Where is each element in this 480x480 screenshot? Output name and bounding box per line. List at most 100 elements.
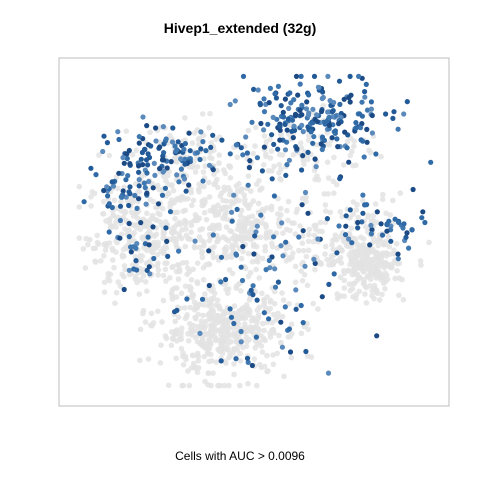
background-cell-point bbox=[290, 152, 297, 158]
active-cell-point bbox=[174, 172, 180, 178]
background-cell-point bbox=[322, 243, 329, 250]
background-cell-point bbox=[246, 220, 253, 226]
active-cell-point bbox=[314, 112, 320, 118]
background-cell-point bbox=[168, 290, 175, 297]
background-cell-point bbox=[171, 285, 178, 292]
background-cell-point bbox=[130, 222, 137, 229]
background-cell-point bbox=[155, 272, 161, 278]
background-cell-point bbox=[278, 339, 284, 346]
active-cell-point bbox=[227, 151, 233, 157]
background-cell-point bbox=[101, 253, 107, 259]
background-cell-point bbox=[258, 343, 265, 349]
active-cell-point bbox=[364, 107, 371, 113]
background-cell-point bbox=[233, 339, 240, 345]
background-cell-point bbox=[144, 210, 150, 217]
active-cell-point bbox=[266, 100, 272, 106]
background-cell-point bbox=[273, 230, 280, 236]
active-cell-point bbox=[286, 326, 292, 332]
active-cell-point bbox=[152, 172, 158, 178]
background-cell-point bbox=[113, 289, 120, 296]
background-cell-point bbox=[392, 275, 398, 282]
active-cell-point bbox=[318, 108, 325, 115]
active-cell-point bbox=[403, 234, 409, 240]
background-cell-point bbox=[195, 136, 202, 142]
background-cell-point bbox=[209, 155, 215, 162]
background-cell-point bbox=[106, 240, 113, 246]
background-cell-point bbox=[88, 203, 94, 209]
background-cell-point bbox=[418, 262, 424, 268]
active-cell-point bbox=[116, 136, 122, 143]
background-cell-point bbox=[253, 382, 260, 389]
active-cell-point bbox=[305, 149, 311, 155]
active-cell-point bbox=[210, 132, 216, 138]
background-cell-point bbox=[238, 255, 245, 262]
active-cell-point bbox=[360, 138, 366, 144]
background-cell-point bbox=[195, 186, 202, 193]
active-cell-point bbox=[117, 203, 124, 209]
background-cell-point bbox=[325, 175, 332, 181]
active-cell-point bbox=[299, 102, 305, 108]
background-cell-point bbox=[305, 238, 312, 245]
background-cell-point bbox=[290, 250, 296, 256]
background-cell-point bbox=[285, 198, 292, 205]
background-cell-point bbox=[312, 266, 318, 273]
background-cell-point bbox=[200, 169, 207, 175]
background-cell-point bbox=[366, 266, 373, 273]
active-cell-point bbox=[168, 159, 174, 165]
active-cell-point bbox=[311, 134, 317, 140]
background-cell-point bbox=[247, 269, 254, 276]
background-cell-point bbox=[386, 262, 393, 268]
active-cell-point bbox=[284, 162, 290, 168]
active-cell-point bbox=[120, 188, 126, 194]
active-cell-point bbox=[132, 192, 138, 199]
active-cell-point bbox=[282, 147, 289, 153]
background-cell-point bbox=[159, 205, 166, 212]
active-cell-point bbox=[238, 328, 244, 335]
active-cell-point bbox=[360, 192, 366, 198]
background-cell-point bbox=[233, 242, 239, 248]
background-cell-point bbox=[76, 204, 83, 210]
x-axis-label: Cells with AUC > 0.0096 bbox=[175, 449, 305, 463]
background-cell-point bbox=[353, 207, 360, 213]
background-cell-point bbox=[162, 243, 169, 249]
active-cell-point bbox=[186, 130, 192, 136]
active-cell-point bbox=[126, 234, 132, 240]
background-cell-point bbox=[210, 254, 217, 261]
active-cell-point bbox=[143, 201, 149, 207]
background-cell-point bbox=[375, 242, 382, 249]
active-cell-point bbox=[342, 129, 348, 135]
background-cell-point bbox=[174, 327, 180, 333]
active-cell-point bbox=[305, 210, 311, 216]
active-cell-point bbox=[238, 264, 244, 270]
background-cell-point bbox=[255, 200, 262, 207]
active-cell-point bbox=[238, 145, 244, 151]
active-cell-point bbox=[346, 236, 352, 242]
active-cell-point bbox=[164, 238, 170, 244]
active-cell-point bbox=[249, 362, 255, 369]
active-cell-point bbox=[299, 112, 305, 118]
background-cell-point bbox=[315, 306, 321, 312]
active-cell-point bbox=[312, 116, 318, 122]
background-cell-point bbox=[341, 285, 348, 291]
background-cell-point bbox=[123, 128, 130, 134]
background-cell-point bbox=[185, 368, 191, 374]
background-cell-point bbox=[137, 326, 144, 333]
active-cell-point bbox=[254, 223, 260, 229]
background-cell-point bbox=[185, 331, 191, 337]
background-cell-point bbox=[202, 199, 208, 206]
active-cell-point bbox=[270, 114, 276, 120]
active-cell-point bbox=[144, 170, 150, 176]
background-cell-point bbox=[280, 297, 287, 303]
active-cell-point bbox=[359, 219, 365, 225]
background-cell-point bbox=[300, 247, 307, 254]
background-cell-point bbox=[329, 241, 335, 248]
active-cell-point bbox=[227, 101, 233, 108]
active-cell-point bbox=[231, 320, 237, 327]
background-cell-point bbox=[82, 265, 89, 271]
active-cell-point bbox=[267, 85, 273, 91]
active-cell-point bbox=[329, 108, 336, 115]
background-cell-point bbox=[203, 262, 209, 268]
background-cell-point bbox=[225, 286, 232, 292]
background-cell-point bbox=[330, 246, 337, 253]
background-cell-point bbox=[237, 218, 243, 224]
